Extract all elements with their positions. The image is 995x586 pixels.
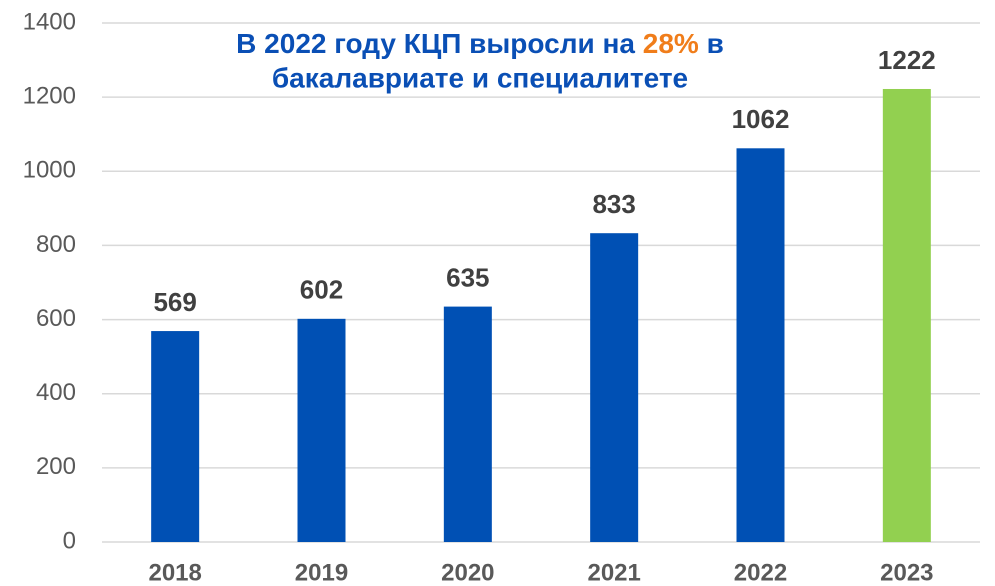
title-part: В 2022 году КЦП выросли на bbox=[236, 28, 635, 59]
value-label: 1222 bbox=[878, 45, 936, 75]
y-tick-label: 0 bbox=[63, 527, 76, 554]
x-tick-label: 2019 bbox=[295, 559, 348, 586]
y-tick-label: 1000 bbox=[23, 157, 76, 184]
value-label: 602 bbox=[300, 275, 343, 305]
title-part: в bbox=[707, 28, 724, 59]
bar bbox=[882, 88, 931, 542]
chart-title: В 2022 году КЦП выросли на 28% в bbox=[236, 28, 724, 59]
value-label: 833 bbox=[592, 189, 635, 219]
y-tick-label: 400 bbox=[36, 379, 76, 406]
title-highlight: 28% bbox=[643, 28, 699, 59]
x-tick-label: 2020 bbox=[441, 559, 494, 586]
x-tick-label: 2023 bbox=[880, 559, 933, 586]
y-tick-label: 200 bbox=[36, 453, 76, 480]
bar bbox=[297, 318, 346, 542]
value-label: 569 bbox=[153, 287, 196, 317]
y-tick-label: 1400 bbox=[23, 8, 76, 35]
y-tick-label: 800 bbox=[36, 231, 76, 258]
bar bbox=[443, 306, 492, 542]
y-tick-label: 1200 bbox=[23, 82, 76, 109]
x-tick-label: 2021 bbox=[587, 559, 640, 586]
x-tick-label: 2022 bbox=[734, 559, 787, 586]
bar bbox=[590, 233, 639, 542]
bar bbox=[736, 148, 785, 542]
value-label: 635 bbox=[446, 262, 489, 292]
chart-title: бакалавриате и специалитете bbox=[272, 62, 688, 93]
value-label: 1062 bbox=[732, 104, 790, 134]
bar bbox=[151, 331, 200, 542]
x-tick-label: 2018 bbox=[148, 559, 201, 586]
y-tick-label: 600 bbox=[36, 305, 76, 332]
